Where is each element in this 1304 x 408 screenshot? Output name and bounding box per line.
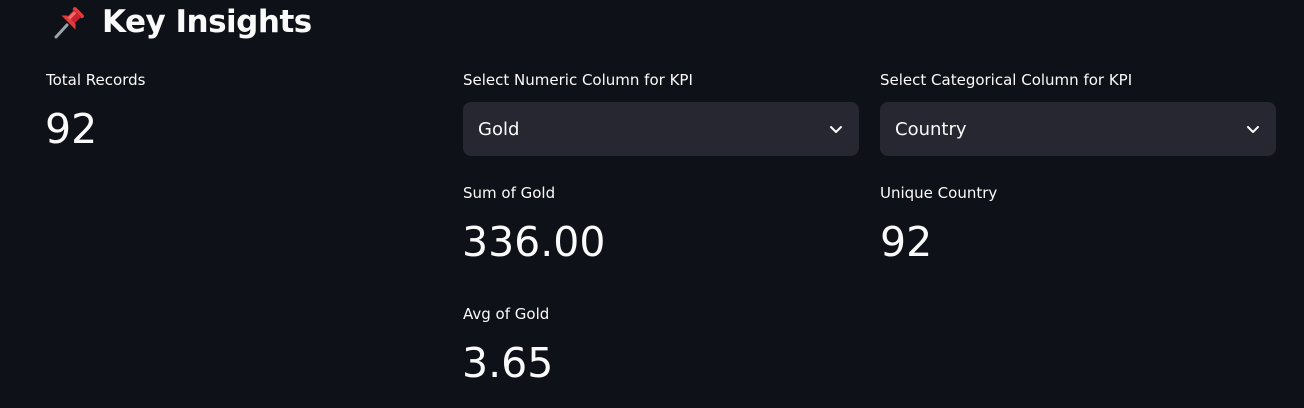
- unique-metric-value: 92: [880, 218, 933, 266]
- sum-metric-label: Sum of Gold: [463, 184, 556, 202]
- numeric-select-value: Gold: [478, 118, 520, 140]
- section-heading: Key Insights: [50, 0, 312, 44]
- chevron-down-icon: [827, 120, 845, 138]
- unique-metric-label: Unique Country: [880, 184, 998, 202]
- total-records-value: 92: [45, 105, 98, 153]
- page-title: Key Insights: [102, 4, 312, 40]
- numeric-select-label: Select Numeric Column for KPI: [463, 71, 693, 89]
- numeric-column-select[interactable]: Gold: [463, 102, 859, 156]
- categorical-select-label: Select Categorical Column for KPI: [880, 71, 1133, 89]
- pushpin-icon: [50, 2, 90, 42]
- categorical-column-select[interactable]: Country: [880, 102, 1276, 156]
- avg-metric-label: Avg of Gold: [463, 305, 550, 323]
- chevron-down-icon: [1244, 120, 1262, 138]
- avg-metric-value: 3.65: [462, 339, 554, 387]
- total-records-label: Total Records: [46, 71, 146, 89]
- categorical-select-value: Country: [895, 118, 967, 140]
- sum-metric-value: 336.00: [462, 218, 606, 266]
